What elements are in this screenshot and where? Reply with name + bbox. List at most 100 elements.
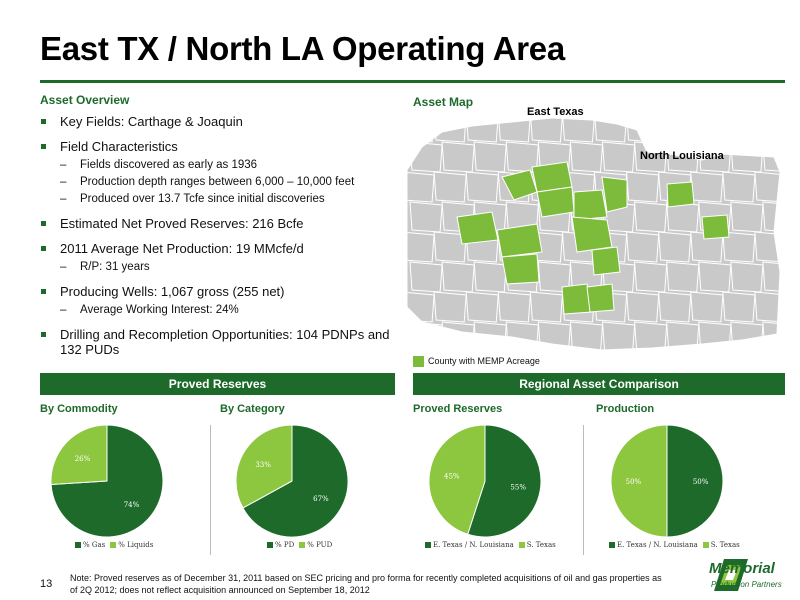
legend-swatch — [75, 542, 81, 548]
acreage-county — [536, 186, 575, 218]
map-county — [626, 171, 660, 203]
legend-label: % Liquids — [118, 541, 154, 549]
acreage-county — [591, 246, 621, 276]
pie-data-label: 74% — [124, 501, 140, 509]
map-county — [601, 321, 636, 350]
legend-swatch — [702, 542, 709, 548]
map-county — [762, 261, 780, 293]
map-county — [593, 118, 628, 143]
map-county — [690, 291, 724, 323]
production-subheading: Production — [596, 403, 655, 415]
overview-sub-bullet: – R/P: 31 years — [60, 261, 150, 273]
pie-data-label: 55% — [510, 483, 526, 491]
map-county — [698, 261, 732, 293]
pie-slice — [666, 425, 724, 537]
legend-label: S. Texas — [526, 541, 556, 549]
by-category-heading: By Category — [220, 403, 285, 415]
map-legend-swatch — [413, 356, 424, 367]
overview-sub-bullet: – Average Working Interest: 24% — [60, 304, 239, 316]
pie-slice — [235, 425, 293, 509]
overview-sub-bullet: – Production depth ranges between 6,000 –… — [60, 176, 355, 188]
commodity-pie-legend: % Gas % Liquids — [70, 541, 153, 549]
logo-name: Memorial — [709, 560, 775, 577]
map-county — [658, 291, 692, 323]
legend-label: S. Texas — [710, 541, 740, 549]
legend-label: E. Texas / N. Louisiana — [617, 541, 698, 549]
overview-bullet-text: Producing Wells: 1,067 gross (255 net) — [60, 284, 285, 299]
chart-divider — [583, 425, 584, 555]
proved-reserves-pie-legend: E. Texas / N. Louisiana S. Texas — [420, 541, 556, 549]
by-commodity-heading: By Commodity — [40, 403, 118, 415]
map-county — [754, 291, 780, 323]
map-county — [497, 118, 531, 143]
footnote: Note: Proved reserves as of December 31,… — [70, 573, 662, 595]
acreage-county — [501, 253, 540, 285]
overview-bullet: Field Characteristics – Fields discovered … — [40, 139, 390, 206]
production-pie-legend: E. Texas / N. Louisiana S. Texas — [604, 541, 740, 549]
overview-bullet-text: Estimated Net Proved Reserves: 216 Bcfe — [60, 216, 304, 231]
pie-data-label: 45% — [444, 473, 460, 481]
map-county — [537, 321, 571, 350]
map-county — [407, 291, 435, 323]
proved-reserves-pie-chart: 55% 45% — [428, 425, 542, 537]
overview-bullet: Estimated Net Proved Reserves: 216 Bcfe — [40, 216, 390, 231]
map-county — [722, 118, 756, 143]
map-county — [601, 141, 636, 173]
map-county — [754, 171, 780, 203]
overview-sub-bullet: – Produced over 13.7 Tcfe since initial d… — [60, 193, 325, 205]
map-county — [569, 321, 604, 350]
production-pie-chart: 50% 50% — [610, 425, 724, 537]
map-county — [561, 118, 596, 143]
overview-bullet: Producing Wells: 1,067 gross (255 net) – A… — [40, 284, 390, 317]
map-county — [634, 321, 668, 350]
map-county — [409, 201, 443, 233]
acreage-county — [601, 176, 628, 213]
legend-swatch — [425, 542, 431, 548]
acreage-county — [573, 189, 608, 221]
map-county — [441, 261, 475, 293]
asset-map-heading: Asset Map — [413, 95, 474, 109]
map-county — [465, 291, 499, 323]
map-county — [497, 291, 531, 323]
map-county — [722, 231, 756, 263]
legend-swatch — [609, 542, 615, 548]
map-county — [722, 291, 756, 323]
map-county — [762, 141, 780, 173]
commodity-pie-chart: 74% 26% — [50, 425, 164, 537]
pie-data-label: 33% — [255, 461, 271, 469]
logo-tagline: Production Partners — [711, 580, 782, 589]
map-county — [762, 201, 780, 233]
map-county — [407, 231, 435, 263]
pie-slice — [428, 425, 486, 535]
pie-slice — [610, 425, 668, 537]
overview-bullet-text: Key Fields: Carthage & Joaquin — [60, 114, 243, 129]
pie-data-label: 50% — [626, 478, 642, 486]
map-county — [601, 261, 636, 293]
map-label-north-louisiana: North Louisiana — [640, 150, 724, 162]
legend-label: % PUD — [307, 541, 333, 549]
overview-bullet-text: 2011 Average Net Production: 19 MMcfe/d — [60, 241, 304, 256]
pie-slice — [50, 425, 108, 486]
map-county — [473, 141, 507, 173]
category-pie-chart: 67% 33% — [235, 425, 349, 537]
map-county — [666, 321, 700, 350]
bullet-marker — [41, 289, 46, 294]
legend-label: % Gas — [83, 541, 106, 549]
map-county — [409, 321, 443, 350]
map-county — [409, 261, 443, 293]
legend-label: E. Texas / N. Louisiana — [433, 541, 514, 549]
proved-reserves-subheading: Proved Reserves — [413, 403, 503, 415]
map-county — [730, 201, 764, 233]
map-county — [433, 171, 467, 203]
pie-slice — [467, 425, 542, 537]
map-county — [529, 291, 563, 323]
map-county — [722, 171, 756, 203]
acreage-county — [571, 216, 613, 253]
map-county — [754, 118, 780, 143]
proved-reserves-band: Proved Reserves — [40, 373, 395, 395]
acreage-county — [456, 211, 499, 245]
map-county — [569, 141, 604, 173]
map-county — [730, 321, 764, 350]
asset-overview-heading: Asset Overview — [40, 93, 130, 107]
acreage-county — [496, 223, 543, 258]
